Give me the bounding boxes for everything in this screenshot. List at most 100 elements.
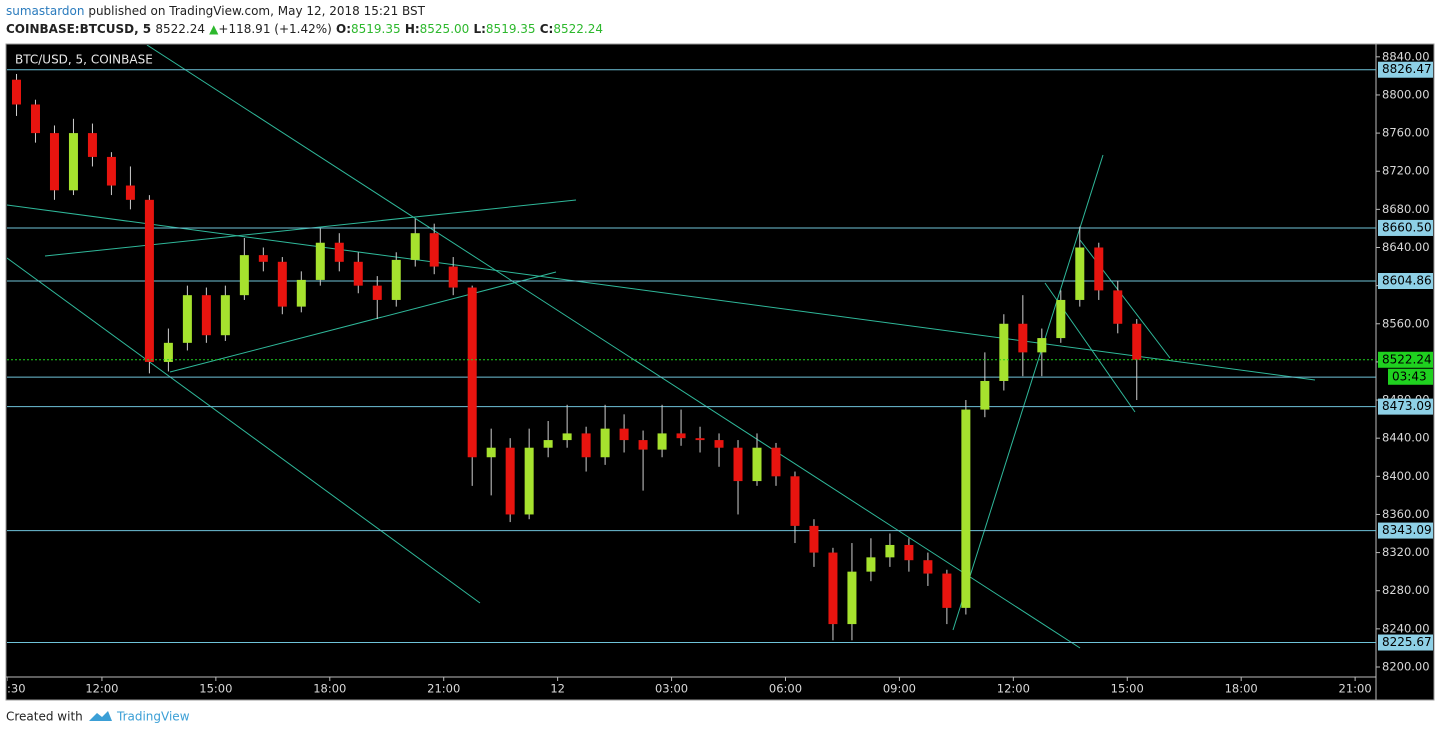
price-level-label: 8473.09 xyxy=(1382,399,1432,413)
x-tick-label: 15:00 xyxy=(199,682,232,696)
candle-body xyxy=(410,233,420,260)
candle-body xyxy=(68,133,78,191)
candle-body xyxy=(106,156,116,186)
candle-body xyxy=(1018,323,1028,353)
candle-body xyxy=(182,295,192,343)
candle-body xyxy=(695,438,705,441)
candle-body xyxy=(942,573,952,608)
candle-body xyxy=(980,380,990,410)
time-axis: :30 12:00 15:00 18:00 21:00 12 03:00 06:00 09:00… xyxy=(7,677,1372,696)
candle-body xyxy=(258,255,268,262)
author[interactable]: sumastardon xyxy=(6,4,85,18)
candle-body xyxy=(676,433,686,439)
candle-body xyxy=(771,447,781,477)
candle-body xyxy=(790,476,800,526)
x-tick-label: 18:00 xyxy=(1225,682,1258,696)
candle-body xyxy=(391,259,401,300)
candle-body xyxy=(11,79,21,105)
o-label: O: xyxy=(336,22,351,36)
h-value: 8525.00 xyxy=(420,22,470,36)
chart-frame xyxy=(5,43,1435,701)
countdown-label: 03:43 xyxy=(1392,369,1427,383)
plot xyxy=(7,45,1376,649)
symbol: COINBASE:BTCUSD, 5 xyxy=(6,22,151,36)
x-tick-label: 21:00 xyxy=(1339,682,1372,696)
candle-body xyxy=(1075,247,1085,300)
price-level-label: 8826.47 xyxy=(1382,62,1432,76)
candle-body xyxy=(714,440,724,448)
candle-body xyxy=(1056,299,1066,339)
price-level-box xyxy=(1378,398,1433,415)
candle-body xyxy=(600,428,610,458)
price-level-box xyxy=(1378,273,1433,290)
candle-body xyxy=(923,560,933,574)
y-tick-label: 8680.00 xyxy=(1382,202,1430,216)
y-tick-label: 8320.00 xyxy=(1382,545,1430,559)
y-tick-label: 8400.00 xyxy=(1382,469,1430,483)
trend-lines xyxy=(7,45,1316,649)
last-price-label: 8522.24 xyxy=(1382,352,1432,366)
price-level-box xyxy=(1378,219,1433,236)
l-value: 8519.35 xyxy=(486,22,536,36)
x-tick-label: 06:00 xyxy=(769,682,802,696)
candle-body xyxy=(296,279,306,307)
x-tick-label: 12:00 xyxy=(997,682,1030,696)
candle-body xyxy=(87,133,97,157)
candle-body xyxy=(1094,247,1104,291)
candle-body xyxy=(524,447,534,515)
candle-body xyxy=(752,447,762,482)
trend-line xyxy=(7,257,481,604)
y-tick-label: 8800.00 xyxy=(1382,87,1430,101)
candle-body xyxy=(543,440,553,448)
y-tick-label: 8560.00 xyxy=(1382,316,1430,330)
candle-body xyxy=(505,447,515,515)
candle-body xyxy=(144,199,154,362)
candle-body xyxy=(562,433,572,441)
tradingview-logo[interactable] xyxy=(89,711,112,721)
candle-body xyxy=(163,342,173,362)
candle-body xyxy=(1132,323,1142,360)
candle-body xyxy=(847,571,857,625)
o-value: 8519.35 xyxy=(351,22,401,36)
header-line-2: COINBASE:BTCUSD, 5 8522.24 ▲+118.91 (+1.… xyxy=(6,22,603,36)
x-tick-label: 15:00 xyxy=(1111,682,1144,696)
x-tick-label: 12:00 xyxy=(85,682,118,696)
candle-body xyxy=(828,552,838,625)
candle-body xyxy=(49,133,59,191)
h-label: H: xyxy=(405,22,420,36)
x-tick-label: :30 xyxy=(7,682,26,696)
trend-line xyxy=(169,271,557,373)
candle-body xyxy=(619,428,629,441)
footer-brand[interactable]: TradingView xyxy=(116,710,190,724)
price-level-box xyxy=(1378,634,1433,651)
candle-body xyxy=(220,295,230,336)
candle-body xyxy=(733,447,743,482)
y-tick-label: 8360.00 xyxy=(1382,507,1430,521)
countdown-box xyxy=(1388,368,1433,385)
candle-body xyxy=(866,557,876,572)
y-tick-label: 8280.00 xyxy=(1382,583,1430,597)
candle-body xyxy=(30,104,40,134)
candle-body xyxy=(1113,290,1123,324)
footer-created: Created with xyxy=(6,710,83,724)
candle-body xyxy=(581,433,591,458)
candle-body xyxy=(315,242,325,280)
candle-body xyxy=(467,287,477,458)
published: published on TradingView.com, May 12, 20… xyxy=(88,4,425,18)
x-tick-label: 12 xyxy=(550,682,565,696)
candle-body xyxy=(372,285,382,300)
trend-line xyxy=(952,154,1104,631)
candle-body xyxy=(201,295,211,336)
candle-body xyxy=(334,242,344,262)
price-level-label: 8225.67 xyxy=(1382,635,1432,649)
candle-body xyxy=(353,261,363,286)
candle-body xyxy=(885,544,895,558)
candle-body xyxy=(125,185,135,200)
price-level-label: 8604.86 xyxy=(1382,274,1432,288)
footer xyxy=(0,701,1439,735)
candle-body xyxy=(961,409,971,608)
y-tick-label: 8720.00 xyxy=(1382,164,1430,178)
header-line-1: sumastardon published on TradingView.com… xyxy=(6,4,426,18)
